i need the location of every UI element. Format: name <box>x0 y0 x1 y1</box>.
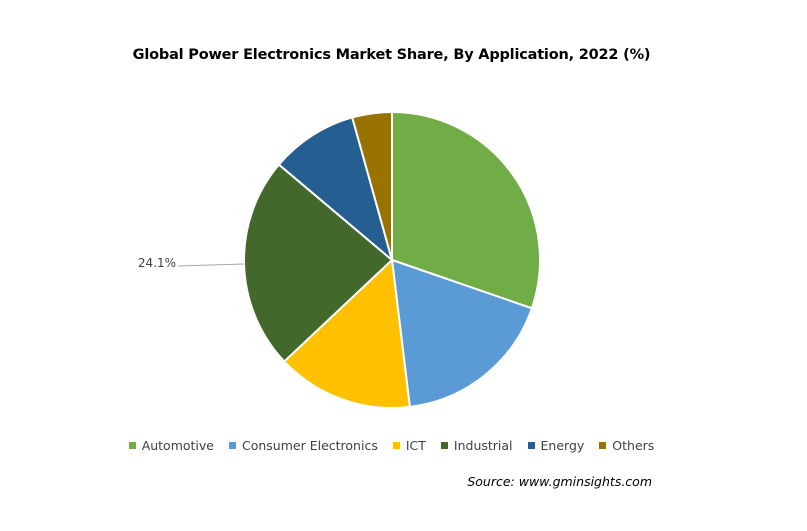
source-note: Source: www.gminsights.com <box>467 474 652 489</box>
legend-label: Automotive <box>141 438 214 453</box>
legend-item-ict: ICT <box>392 438 426 453</box>
legend-swatch <box>527 442 535 449</box>
pie-slice-automotive <box>391 111 541 310</box>
legend-label: Consumer Electronics <box>242 438 378 453</box>
legend-swatch <box>128 442 136 449</box>
legend-item-automotive: Automotive <box>128 438 214 453</box>
pie-slice-ict <box>283 259 411 409</box>
data-label-industrial: 24.1% <box>138 256 176 270</box>
legend-swatch <box>392 442 400 449</box>
legend-swatch <box>599 442 607 449</box>
pie-slice-consumer-electronics <box>391 259 533 408</box>
pie-slice-energy <box>277 116 393 261</box>
legend-label: Industrial <box>453 438 513 453</box>
legend-item-others: Others <box>599 438 654 453</box>
data-label-leader-line <box>177 263 245 267</box>
legend-swatch <box>229 442 236 449</box>
legend-label: Others <box>612 438 655 453</box>
pie-slice-industrial <box>243 163 393 363</box>
pie-slice-others <box>351 111 393 261</box>
legend-label: Energy <box>540 438 585 453</box>
legend-item-industrial: Industrial <box>440 438 513 453</box>
legend-label: ICT <box>405 438 426 453</box>
legend: Automotive Consumer Electronics ICT Industr… <box>0 438 783 453</box>
pie-data-labels: 24.1% <box>138 256 245 270</box>
chart-title: Global Power Electronics Market Share, B… <box>132 47 651 63</box>
pie-slices <box>243 111 541 409</box>
legend-item-energy: Energy <box>527 438 585 453</box>
legend-swatch <box>440 442 448 449</box>
legend-item-consumer-electronics: Consumer Electronics <box>229 438 378 453</box>
